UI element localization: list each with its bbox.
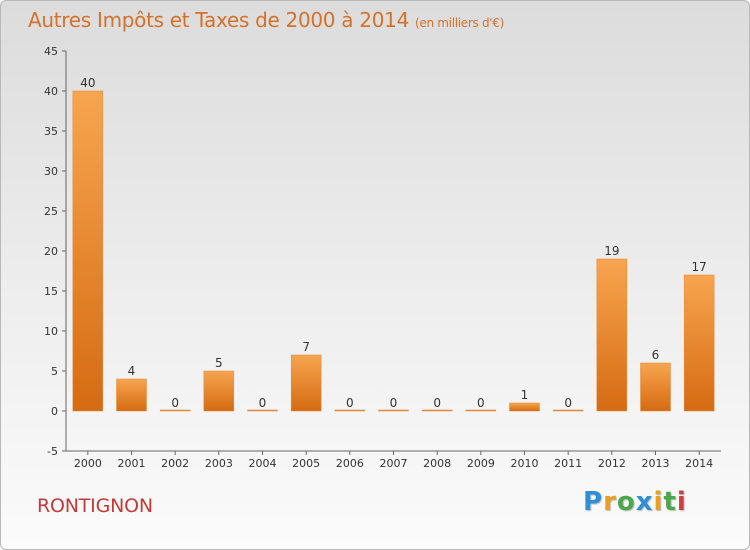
x-tick-label: 2013 xyxy=(642,457,670,470)
brand-letter: i xyxy=(676,487,687,517)
y-tick-label: 25 xyxy=(44,205,58,218)
bar xyxy=(116,378,147,412)
bars xyxy=(72,90,715,412)
bar-value-label: 0 xyxy=(477,396,485,410)
bar xyxy=(334,409,366,412)
bar-value-label: 40 xyxy=(80,76,95,90)
x-tick-label: 2011 xyxy=(554,457,582,470)
bar xyxy=(465,409,497,412)
brand-letter: o xyxy=(616,487,636,517)
y-tick-label: 15 xyxy=(44,285,58,298)
chart-title-text: Autres Impôts et Taxes de 2000 à 2014 xyxy=(28,8,409,32)
x-tick-label: 2006 xyxy=(336,457,364,470)
bar-value-label: 0 xyxy=(433,396,441,410)
x-tick-label: 2008 xyxy=(423,457,451,470)
bar xyxy=(378,409,409,412)
bar-value-label: 0 xyxy=(259,396,267,410)
bar xyxy=(290,354,322,412)
brand-letter: r xyxy=(603,487,617,517)
chart-title: Autres Impôts et Taxes de 2000 à 2014 (en… xyxy=(28,8,504,32)
x-tick-label: 2014 xyxy=(685,457,713,470)
x-tick-label: 2009 xyxy=(467,457,495,470)
x-tick-label: 2001 xyxy=(118,457,146,470)
y-tick-label: -5 xyxy=(47,445,58,458)
chart-unit: (en milliers d'€) xyxy=(415,16,505,30)
x-tick-label: 2003 xyxy=(205,457,233,470)
bar xyxy=(247,409,278,412)
x-tick-label: 2007 xyxy=(380,457,408,470)
bar xyxy=(683,274,715,412)
x-tick-label: 2012 xyxy=(598,457,626,470)
brand-letter: t xyxy=(663,487,677,517)
bar xyxy=(509,402,540,412)
bar xyxy=(596,258,628,412)
bar-value-label: 0 xyxy=(564,396,572,410)
bar-value-label: 0 xyxy=(171,396,179,410)
x-tick-label: 2004 xyxy=(249,457,277,470)
brand-letter: i xyxy=(653,487,664,517)
y-tick-label: 0 xyxy=(51,405,58,418)
bar-value-label: 0 xyxy=(346,396,354,410)
y-tick-label: 5 xyxy=(51,365,58,378)
bar xyxy=(421,409,453,412)
bar xyxy=(159,409,191,412)
y-tick-label: 20 xyxy=(44,245,58,258)
x-tick-label: 2010 xyxy=(511,457,539,470)
brand-letter: x xyxy=(635,487,654,517)
y-tick-label: 10 xyxy=(44,325,58,338)
brand-letter: P xyxy=(583,487,604,517)
proxiti-logo: Proxiti xyxy=(583,487,687,517)
bar xyxy=(640,362,671,412)
place-name: RONTIGNON xyxy=(37,495,153,517)
bar-value-label: 19 xyxy=(604,244,619,258)
bar-value-label: 4 xyxy=(128,364,136,378)
bar-value-label: 0 xyxy=(390,396,398,410)
y-tick-label: 40 xyxy=(44,85,58,98)
y-tick-label: 30 xyxy=(44,165,58,178)
bar-value-label: 7 xyxy=(302,340,310,354)
bar xyxy=(203,370,235,412)
y-tick-label: 45 xyxy=(44,45,58,58)
bar-value-label: 17 xyxy=(692,260,707,274)
bar xyxy=(72,90,104,412)
bar-value-label: 6 xyxy=(652,348,660,362)
x-tick-label: 2002 xyxy=(161,457,189,470)
bar xyxy=(552,409,584,412)
x-tick-label: 2005 xyxy=(292,457,320,470)
y-tick-label: 35 xyxy=(44,125,58,138)
x-tick-label: 2000 xyxy=(74,457,102,470)
bar-value-label: 1 xyxy=(521,388,529,402)
bar-value-label: 5 xyxy=(215,356,223,370)
